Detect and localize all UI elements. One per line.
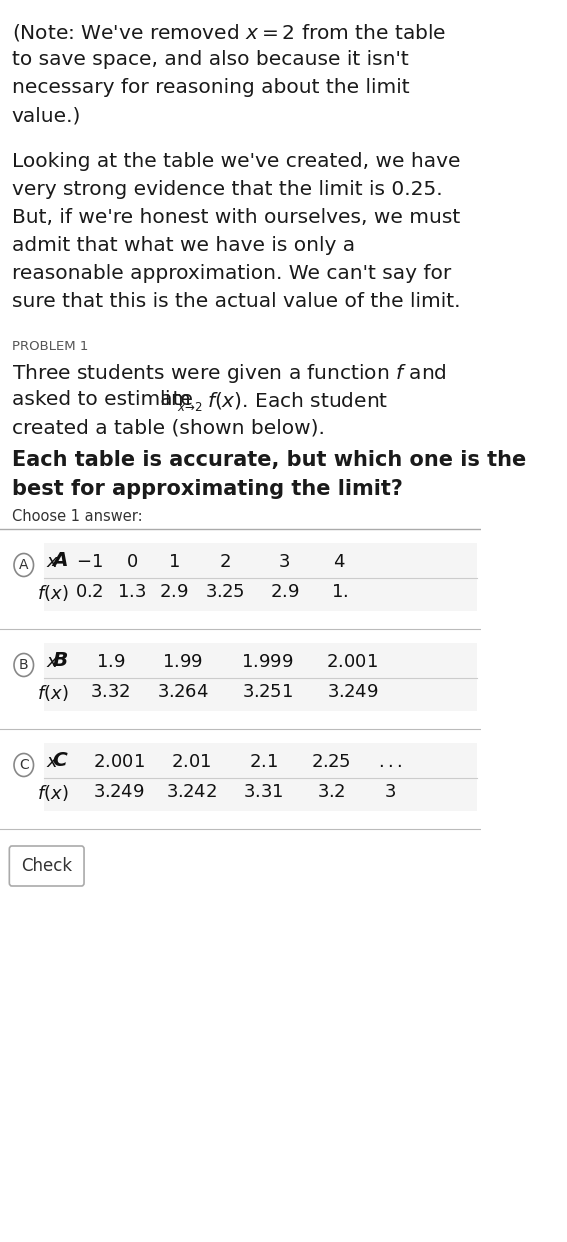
- Text: C: C: [19, 758, 29, 773]
- Text: Choose 1 answer:: Choose 1 answer:: [12, 509, 142, 524]
- Text: A: A: [53, 551, 68, 570]
- FancyBboxPatch shape: [44, 743, 477, 811]
- FancyBboxPatch shape: [9, 846, 84, 886]
- Text: created a table (shown below).: created a table (shown below).: [12, 419, 325, 437]
- Text: $3.249$: $3.249$: [327, 683, 378, 700]
- Text: $3$: $3$: [384, 782, 396, 801]
- Text: $f(x)$. Each student: $f(x)$. Each student: [207, 390, 388, 411]
- Text: $3.25$: $3.25$: [205, 582, 245, 601]
- Text: $3.242$: $3.242$: [166, 782, 217, 801]
- Text: B: B: [53, 651, 68, 669]
- Text: Three students were given a function $f$ and: Three students were given a function $f$…: [12, 361, 447, 385]
- Text: $f(x)$: $f(x)$: [37, 683, 69, 703]
- Text: $x$: $x$: [46, 553, 60, 571]
- Text: admit that what we have is only a: admit that what we have is only a: [12, 236, 355, 255]
- Text: $3.32$: $3.32$: [90, 683, 130, 700]
- Text: necessary for reasoning about the limit: necessary for reasoning about the limit: [12, 78, 409, 97]
- Text: $2.1$: $2.1$: [249, 753, 278, 771]
- Text: $...$: $...$: [378, 753, 403, 771]
- Text: sure that this is the actual value of the limit.: sure that this is the actual value of th…: [12, 292, 460, 310]
- Text: Check: Check: [21, 857, 72, 876]
- Text: $2.9$: $2.9$: [159, 582, 189, 601]
- Text: $x$: $x$: [46, 653, 60, 671]
- Text: $1$: $1$: [168, 553, 180, 571]
- FancyBboxPatch shape: [44, 643, 477, 710]
- Text: to save space, and also because it isn't: to save space, and also because it isn't: [12, 50, 409, 70]
- Text: reasonable approximation. We can't say for: reasonable approximation. We can't say f…: [12, 265, 451, 283]
- Text: B: B: [19, 658, 28, 672]
- Text: $1.999$: $1.999$: [241, 653, 294, 671]
- Text: $2.9$: $2.9$: [270, 582, 299, 601]
- Circle shape: [14, 653, 33, 677]
- Text: best for approximating the limit?: best for approximating the limit?: [12, 479, 403, 499]
- Text: $3.251$: $3.251$: [242, 683, 293, 700]
- Text: $2.01$: $2.01$: [171, 753, 211, 771]
- Text: $x$: $x$: [46, 753, 60, 771]
- Text: $2.001$: $2.001$: [327, 653, 378, 671]
- Circle shape: [14, 754, 33, 776]
- Text: $2.25$: $2.25$: [311, 753, 351, 771]
- Text: PROBLEM 1: PROBLEM 1: [12, 340, 88, 353]
- Text: value.): value.): [12, 106, 81, 125]
- Text: A: A: [19, 558, 28, 573]
- Text: $3$: $3$: [278, 553, 290, 571]
- Text: $3.2$: $3.2$: [317, 782, 345, 801]
- Text: $1.$: $1.$: [331, 582, 348, 601]
- Text: asked to estimate: asked to estimate: [12, 390, 199, 409]
- Text: $0$: $0$: [125, 553, 138, 571]
- Text: $f(x)$: $f(x)$: [37, 582, 69, 604]
- Circle shape: [14, 554, 33, 576]
- Text: $3.31$: $3.31$: [243, 782, 284, 801]
- Text: very strong evidence that the limit is 0.25.: very strong evidence that the limit is 0…: [12, 180, 442, 199]
- Text: But, if we're honest with ourselves, we must: But, if we're honest with ourselves, we …: [12, 207, 460, 227]
- Text: $2$: $2$: [219, 553, 231, 571]
- FancyBboxPatch shape: [44, 543, 477, 611]
- Text: $f(x)$: $f(x)$: [37, 782, 69, 804]
- Text: $2.001$: $2.001$: [93, 753, 145, 771]
- Text: $4$: $4$: [333, 553, 346, 571]
- Text: $1.9$: $1.9$: [96, 653, 125, 671]
- Text: Each table is accurate, but which one is the: Each table is accurate, but which one is…: [12, 450, 526, 469]
- Text: $x\!\to\!2$: $x\!\to\!2$: [176, 401, 203, 414]
- Text: Looking at the table we've created, we have: Looking at the table we've created, we h…: [12, 152, 460, 171]
- Text: $\lim$: $\lim$: [159, 390, 190, 409]
- Text: C: C: [53, 751, 67, 770]
- Text: $3.249$: $3.249$: [93, 782, 145, 801]
- Text: $0.2$: $0.2$: [75, 582, 103, 601]
- Text: $-1$: $-1$: [76, 553, 103, 571]
- Text: (Note: We've removed $x = 2$ from the table: (Note: We've removed $x = 2$ from the ta…: [12, 22, 446, 43]
- Text: $3.264$: $3.264$: [156, 683, 208, 700]
- Text: $1.3$: $1.3$: [117, 582, 146, 601]
- Text: $1.99$: $1.99$: [162, 653, 203, 671]
